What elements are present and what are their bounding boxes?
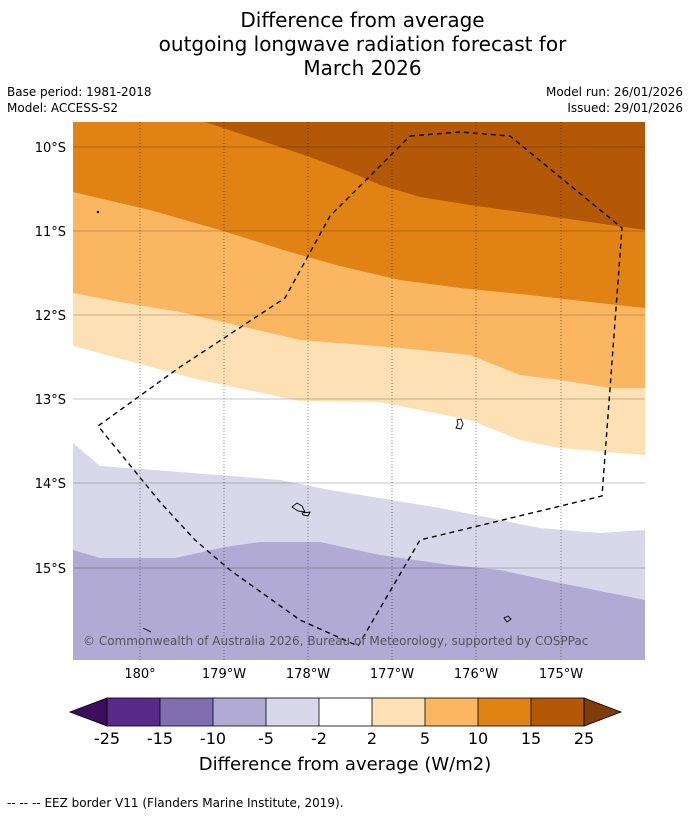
- lon-label: 177°W: [370, 667, 414, 682]
- gridlines: [73, 146, 645, 569]
- colorbar-segment: [319, 698, 372, 726]
- island-1: [455, 418, 464, 430]
- copyright-text: © Commonwealth of Australia 2026, Bureau…: [83, 634, 588, 648]
- title-line-3: March 2026: [303, 56, 422, 80]
- colorbar-tick: -25: [94, 729, 120, 748]
- title-line-1: Difference from average: [240, 8, 485, 32]
- colorbar-segment: [478, 698, 531, 726]
- lat-label: 11°S: [35, 225, 66, 240]
- island-6: [96, 210, 100, 214]
- map-panel: © Commonwealth of Australia 2026, Bureau…: [73, 122, 645, 660]
- colorbar-tick: -2: [311, 729, 327, 748]
- island-2: [291, 502, 306, 513]
- colorbar-tick: -10: [200, 729, 226, 748]
- colorbar-tick: -15: [147, 729, 173, 748]
- colorbar-segment: [160, 698, 213, 726]
- model-run: Model run: 26/01/2026: [545, 85, 683, 99]
- band-15-25: [205, 122, 645, 230]
- lat-labels: 10°S 11°S 12°S 13°S 14°S 15°S: [35, 141, 66, 577]
- colorbar-extend-high: [583, 697, 623, 727]
- lon-label: 180°: [124, 667, 155, 682]
- colorbar-segment: [531, 698, 584, 726]
- colorbar-label: Difference from average (W/m2): [199, 754, 491, 775]
- lon-labels: 180° 179°W 178°W 177°W 176°W 175°W: [124, 667, 583, 682]
- meta-left: Base period: 1981-2018 Model: ACCESS-S2: [7, 84, 152, 116]
- map-title: Difference from average outgoing longwav…: [0, 8, 690, 80]
- colorbar-tick: -5: [258, 729, 274, 748]
- colorbar-ticks: -25 -15 -10 -5 -2 2 5 10 15 25: [94, 729, 594, 748]
- island-4: [503, 615, 512, 623]
- lat-label: 15°S: [35, 562, 66, 577]
- eez-legend-text: EEZ border V11 (Flanders Marine Institut…: [44, 796, 344, 810]
- lat-label: 12°S: [35, 309, 66, 324]
- lat-label: 13°S: [35, 393, 66, 408]
- colorbar-extend-low: [68, 697, 108, 727]
- band-neg10-neg5: [73, 542, 645, 660]
- island-5: [142, 627, 152, 633]
- colorbar: -25 -15 -10 -5 -2 2 5 10 15 25 Differenc…: [68, 697, 623, 775]
- colorbar-segment: [213, 698, 266, 726]
- lat-label: 10°S: [35, 141, 66, 156]
- model-name: Model: ACCESS-S2: [7, 101, 119, 115]
- lon-label: 175°W: [539, 667, 583, 682]
- colorbar-segment: [425, 698, 478, 726]
- islands: [96, 210, 512, 633]
- base-period: Base period: 1981-2018: [7, 85, 152, 99]
- lat-label: 14°S: [35, 477, 66, 492]
- eez-legend-symbol: -- -- --: [7, 796, 41, 810]
- colorbar-tick: 2: [367, 729, 377, 748]
- meta-right: Model run: 26/01/2026 Issued: 29/01/2026: [546, 84, 683, 116]
- colorbar-tick: 5: [420, 729, 430, 748]
- colorbar-segment: [372, 698, 425, 726]
- colorbar-segment: [266, 698, 319, 726]
- issued-date: Issued: 29/01/2026: [567, 101, 683, 115]
- lon-label: 178°W: [286, 667, 330, 682]
- title-line-2: outgoing longwave radiation forecast for: [158, 32, 567, 56]
- colorbar-tick: 10: [468, 729, 488, 748]
- colorbar-dividers: [106, 697, 585, 727]
- colorbar-tick: 25: [574, 729, 594, 748]
- colorbar-tick: 15: [521, 729, 541, 748]
- colorbar-segment: [107, 698, 160, 726]
- lon-label: 179°W: [202, 667, 246, 682]
- eez-border: [96, 131, 623, 647]
- footer-note: -- -- -- EEZ border V11 (Flanders Marine…: [7, 796, 344, 810]
- island-3: [301, 511, 311, 517]
- lon-label: 176°W: [454, 667, 498, 682]
